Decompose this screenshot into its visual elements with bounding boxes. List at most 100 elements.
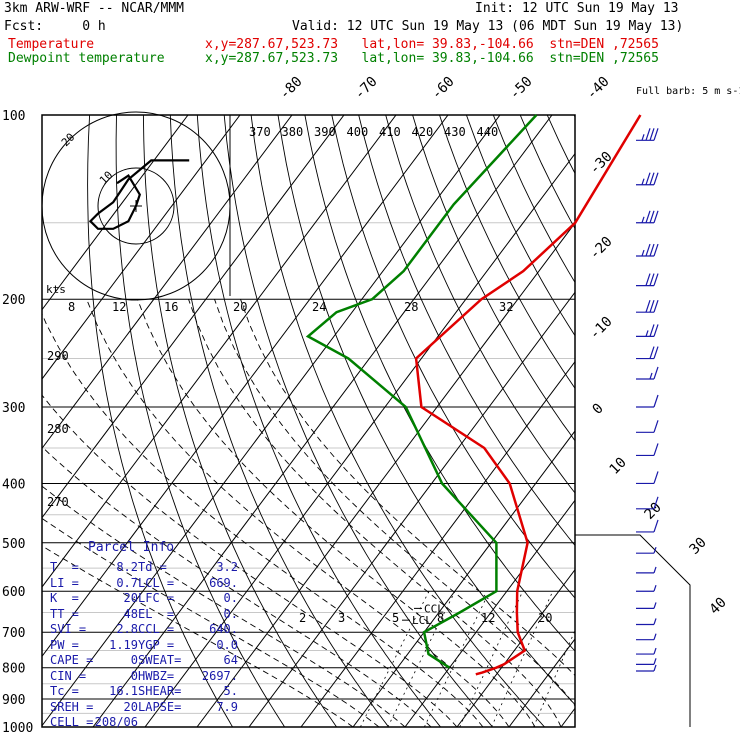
isotherm-line (92, 115, 553, 727)
wind-barb-flag (653, 566, 657, 574)
parcel-info-value: 8.2 (116, 560, 138, 574)
wind-barb-flag (645, 330, 649, 337)
parcel-info-row: SREH = 20LAPSE= 7.9 (50, 700, 238, 714)
wind-barb-flag (653, 172, 659, 185)
ccl-label: CCL (424, 602, 444, 615)
mixing-ratio-label: 2 (299, 611, 306, 625)
parcel-info-key: SREH = (50, 699, 94, 714)
parcel-info-value: 640. (209, 622, 238, 636)
parcel-info-value: 5. (223, 684, 238, 698)
wind-barb-flag (653, 273, 659, 286)
parcel-info-title: Parcel Info (88, 540, 175, 555)
wind-barb-flag (653, 300, 659, 313)
dewpoint-legend-info: x,y=287.67,523.73 lat,lon= 39.83,-104.66… (205, 51, 659, 66)
moist-adiabat-line (86, 299, 510, 727)
parcel-info-key: Td = (138, 560, 167, 574)
parcel-info-value: 3.2 (216, 560, 238, 574)
dry-adiabat-line (736, 115, 740, 727)
wind-barb-flag (641, 216, 645, 223)
dry-adiabat-line (465, 115, 575, 337)
mixing-ratio-label: 20 (538, 611, 552, 625)
parcel-info-row: SVI = 2.8CCL = 640. (50, 622, 238, 636)
parcel-info-key: EL = (138, 606, 175, 621)
dry-adiabat-line (304, 115, 575, 652)
mixing-ratio-label: 12 (481, 611, 495, 625)
pressure-tick-label: 500 (2, 537, 25, 552)
theta-e-label: 420 (412, 125, 434, 139)
isotherm-label: 0 (590, 401, 607, 418)
isotherm-label: 30 (687, 535, 710, 558)
parcel-info-value: 16.1 (109, 684, 138, 698)
dry-adiabat-line (250, 115, 545, 727)
hodograph-trace (88, 159, 190, 230)
wind-barb-flag (641, 249, 645, 257)
parcel-info-row: TT = 48EL = 0. (50, 607, 238, 621)
hodograph-units-label: kts (46, 283, 66, 296)
parcel-info-value: 2697. (201, 668, 238, 683)
dry-adiabat-line (655, 115, 740, 727)
isotherm-label: -80 (277, 74, 306, 103)
isotherm-line (560, 707, 575, 727)
theta-e-label: 370 (249, 125, 271, 139)
hodograph-ring-20 (41, 111, 231, 301)
parcel-info-key: CIN = (50, 668, 87, 683)
parcel-info-key: LCL = (138, 575, 175, 590)
isotherm-line (42, 115, 293, 450)
parcel-info-row: Tc = 16.1SHEAR= 5. (50, 684, 238, 698)
pressure-tick-label: 700 (2, 626, 25, 641)
dry-adiabat-line (358, 115, 575, 547)
mixing-ratio-label: 8 (437, 611, 444, 625)
isotherm-line (196, 222, 575, 727)
wind-barb-flag (653, 664, 657, 672)
wind-barb-flag (649, 128, 655, 141)
temperature-legend-info: x,y=287.67,523.73 lat,lon= 39.83,-104.66… (205, 37, 659, 52)
isotherm-line (352, 430, 575, 727)
wind-barb-flag (653, 346, 659, 359)
wind-barb-flag (649, 243, 655, 257)
parcel-info-value: 0. (223, 591, 238, 605)
dry-adiabat-label: 270 (47, 495, 69, 509)
dry-adiabat-line (87, 115, 233, 727)
pressure-tick-label: 1000 (2, 721, 33, 736)
wind-barb-flag (645, 172, 651, 185)
dry-adiabat-line (385, 115, 575, 494)
dry-adiabat-line (546, 115, 575, 175)
wind-barb-flag (649, 324, 655, 337)
wind-barb-flag (645, 210, 651, 223)
pressure-tick-label: 200 (2, 293, 25, 308)
dry-adiabat-line (169, 115, 389, 727)
dry-adiabat-line (519, 115, 575, 230)
wind-barb-flag (653, 420, 659, 433)
isotherm-label: -50 (507, 74, 536, 103)
parcel-info-value: 20 (123, 699, 138, 714)
mixing-ratio-label: 3 (338, 611, 345, 625)
parcel-info-key: CCL = (138, 622, 175, 636)
isotherm-line (42, 115, 449, 658)
hodograph-speed-label: 12 (112, 300, 126, 314)
theta-e-label: 390 (314, 125, 336, 139)
parcel-info-key: SWEAT= (138, 653, 182, 667)
mixing-ratio-label: 5 (392, 611, 399, 625)
parcel-info-key: K = (50, 591, 79, 605)
parcel-info-value: 0 (130, 653, 138, 667)
pressure-tick-label: 300 (2, 401, 25, 416)
parcel-info-value: 669. (209, 575, 238, 590)
parcel-info-value: 1.19 (109, 637, 138, 652)
parcel-info-row: LI = 0.7LCL = 669. (50, 576, 238, 590)
wind-barb-flag (653, 496, 659, 509)
wind-barb-flag (653, 618, 657, 625)
pressure-tick-label: 400 (2, 477, 25, 492)
parcel-info-key: YGP = (138, 637, 175, 652)
parcel-info-key: PW = (50, 637, 79, 652)
theta-e-label: 430 (444, 125, 466, 139)
parcel-info-value: 0. (223, 606, 238, 621)
theta-e-label: 400 (347, 125, 369, 139)
wind-barb-flag (649, 210, 655, 223)
wind-barb-flag (649, 346, 655, 359)
parcel-info-key: Tc = (50, 684, 79, 698)
wind-barb-flag (653, 210, 659, 223)
dry-adiabat-line (412, 115, 575, 442)
dry-adiabat-line (196, 115, 441, 727)
isotherm-line (248, 291, 575, 727)
wind-barb-flag (645, 273, 651, 286)
